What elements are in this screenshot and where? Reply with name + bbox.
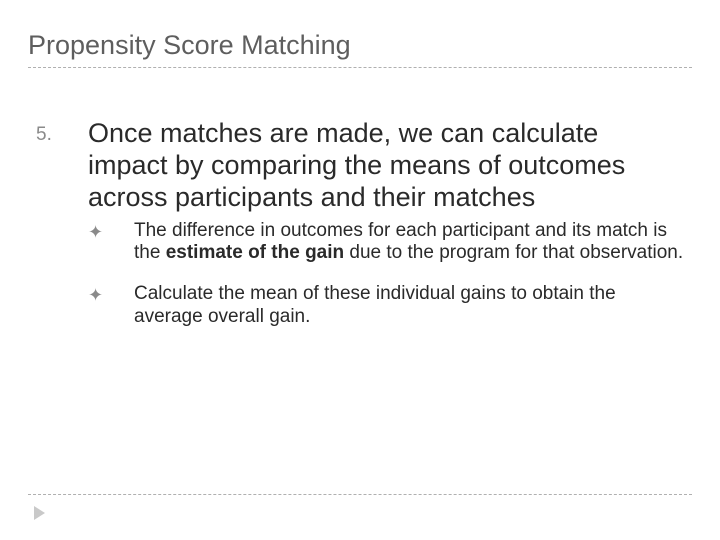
item-number: 5. (36, 118, 88, 214)
sub1-suffix: due to the program for that observation. (344, 242, 683, 263)
slide-title: Propensity Score Matching (28, 30, 692, 61)
sub-text-2: Calculate the mean of these individual g… (134, 283, 684, 329)
sub1-bold: estimate of the gain (166, 242, 344, 263)
bullet-icon: ✦ (88, 220, 134, 266)
numbered-item: 5. Once matches are made, we can calcula… (36, 118, 684, 214)
sub-text-1: The difference in outcomes for each part… (134, 220, 684, 266)
content-area: 5. Once matches are made, we can calcula… (28, 118, 692, 329)
main-point-text: Once matches are made, we can calculate … (88, 118, 684, 214)
divider-top (28, 67, 692, 68)
slide-container: Propensity Score Matching 5. Once matche… (0, 0, 720, 540)
bullet-icon: ✦ (88, 283, 134, 329)
next-arrow-icon (34, 506, 45, 520)
sub-bullet-1: ✦ The difference in outcomes for each pa… (36, 220, 684, 266)
sub-bullet-2: ✦ Calculate the mean of these individual… (36, 283, 684, 329)
divider-bottom (28, 494, 692, 495)
